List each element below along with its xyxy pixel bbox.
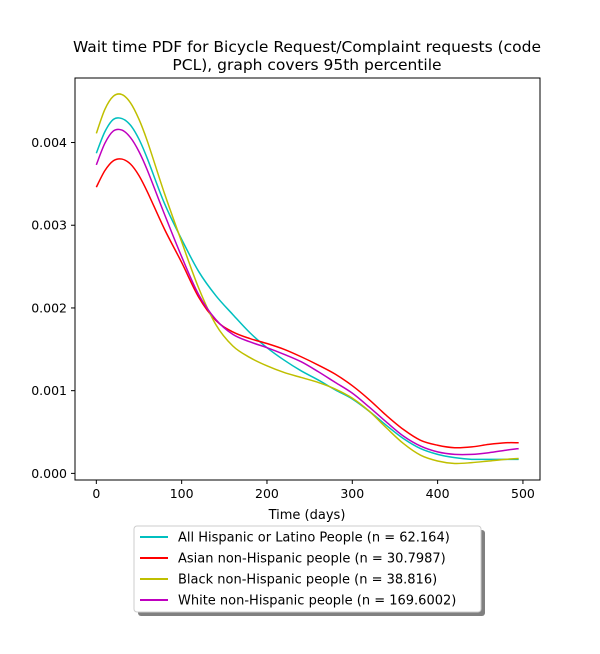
x-axis-ticks: 0 100 200 300 400 500 [92,480,535,501]
x-tick-label: 100 [170,486,194,501]
legend-label-3: Black non-Hispanic people (n = 38.816) [178,573,437,588]
x-tick-label: 400 [426,486,450,501]
legend-label-2: Asian non-Hispanic people (n = 30.7987) [178,552,446,567]
legend: All Hispanic or Latino People (n = 62.16… [133,525,485,616]
plot-area: 0 100 200 300 400 500 0.0000.0010.0020.0030.0… [31,77,541,501]
y-tick-label: 0.004 [31,135,67,150]
series-layer [95,93,519,465]
y-axis-ticks: 0.000 0.001 0.002 0.003 0.004 [31,135,75,481]
chart-title-line-1: Wait time PDF for Bicycle Request/Compla… [73,38,541,56]
axes-frame [74,77,541,481]
y-tick-label: 0.000 [31,466,67,481]
legend-box [133,525,482,613]
series-line-4 [95,128,519,456]
x-axis-label: Time (days) [268,508,346,523]
y-tick-label: 0.003 [31,218,67,233]
x-tick-label: 300 [340,486,364,501]
x-tick-label: 0 [92,486,100,501]
legend-label-4: White non-Hispanic people (n = 169.6002) [178,594,456,609]
series-line-1 [95,117,519,461]
x-tick-label: 200 [255,486,279,501]
y-tick-label: 0.002 [31,300,67,315]
y-tick-label: 0.001 [31,383,67,398]
chart-title-line-2: PCL), graph covers 95th percentile [172,56,441,74]
legend-label-1: All Hispanic or Latino People (n = 62.16… [178,531,450,546]
x-tick-label: 500 [511,486,535,501]
legend-items: All Hispanic or Latino People (n = 62.16… [140,531,456,609]
series-line-3 [95,93,519,465]
series-line-2 [95,158,519,449]
